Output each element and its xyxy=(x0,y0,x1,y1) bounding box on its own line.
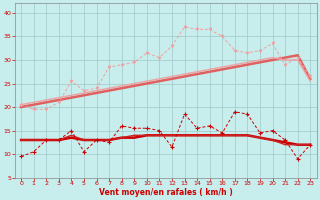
X-axis label: Vent moyen/en rafales ( km/h ): Vent moyen/en rafales ( km/h ) xyxy=(99,188,233,197)
